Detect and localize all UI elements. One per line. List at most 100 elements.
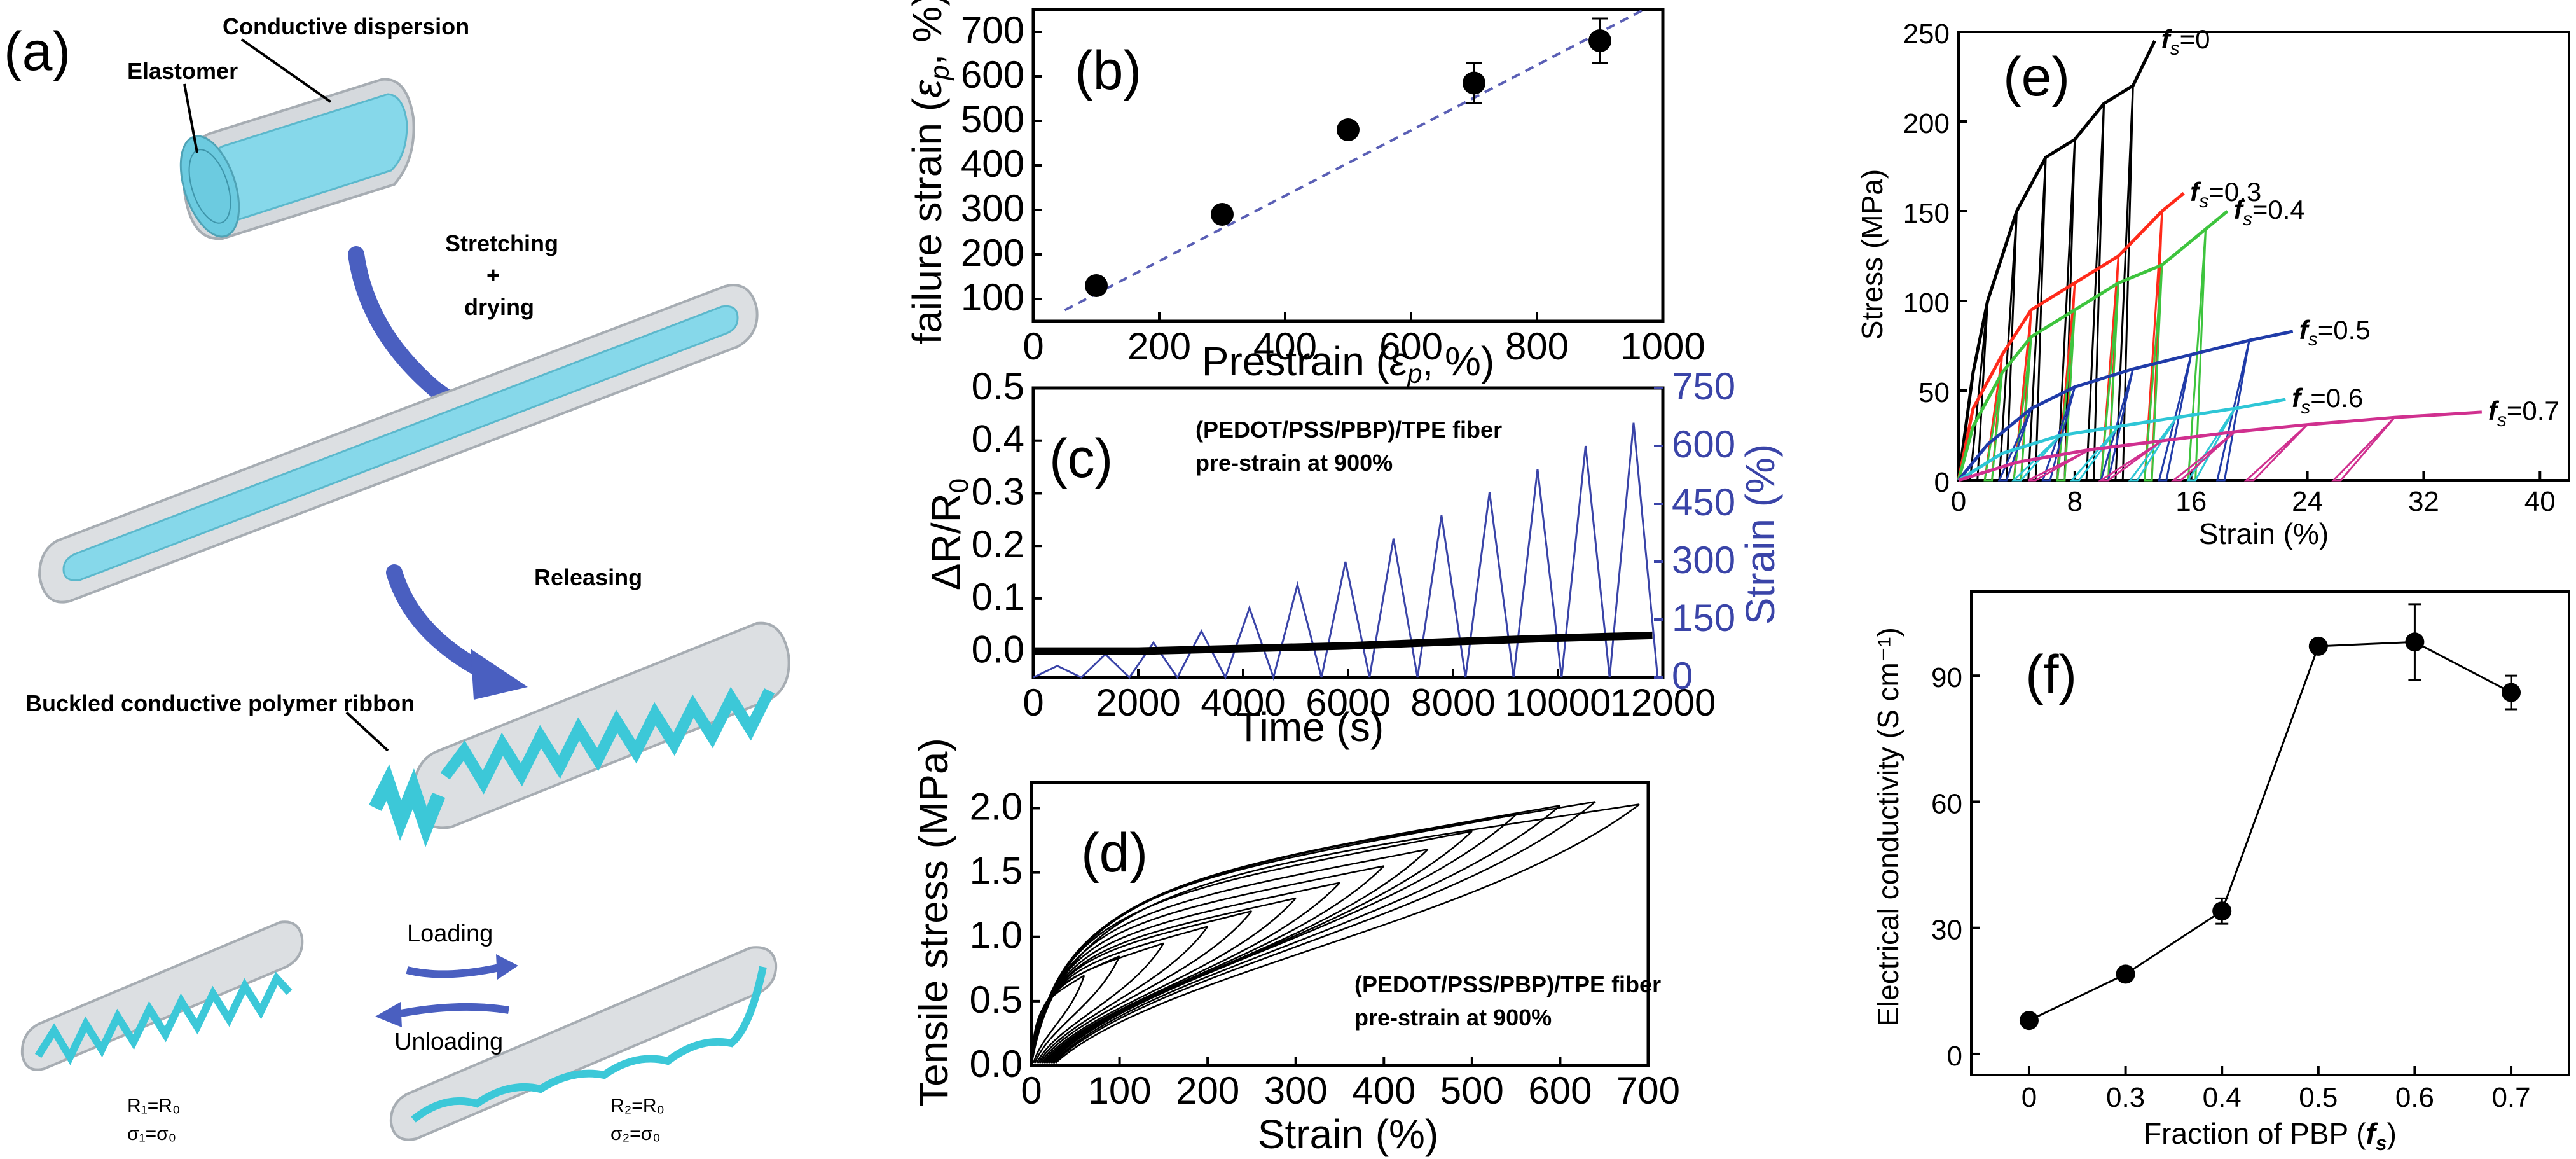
y-tick-label: 450 (1672, 481, 1735, 524)
data-point (1588, 29, 1611, 52)
data-point (1463, 71, 1485, 95)
hysteresis-loop (2028, 448, 2090, 482)
unloading-cycle-curve (1039, 910, 1253, 1064)
y-tick-label: 0.1 (972, 576, 1024, 618)
panel-f-marks (2019, 603, 2521, 1031)
label-sigma1: σ₁=σ₀ (127, 1123, 176, 1144)
label-buckled-ribbon: Buckled conductive polymer ribbon (25, 690, 415, 716)
x-tick-label: 0.5 (2299, 1082, 2338, 1113)
strain-series-line (1033, 422, 1659, 681)
buckled-tube-illustration (369, 621, 790, 847)
x-tick-label: 800 (1505, 325, 1569, 368)
data-point (1085, 274, 1108, 297)
y-tick-label: 1.0 (970, 914, 1023, 957)
hysteresis-loop (2243, 424, 2308, 482)
x-tick-label: 600 (1528, 1069, 1592, 1112)
y-tick-label: 150 (1903, 198, 1950, 229)
y-tick-label: 50 (1918, 377, 1950, 408)
label-releasing: Releasing (534, 564, 642, 590)
loading-cycle-curve (1030, 803, 1640, 1066)
unloading-cycle-curve (1034, 955, 1120, 1064)
panel-c-chart: (c) (PEDOT/PSS/PBP)/TPE fiber pre-strain… (923, 365, 1783, 750)
curve-label: fs=0.5 (2299, 315, 2371, 350)
hysteresis-loop (2070, 426, 2119, 482)
stretched-tube-illustration (38, 284, 759, 604)
hysteresis-loop (1997, 408, 2032, 482)
x-tick-label: 600 (1379, 325, 1443, 368)
x-tick-label: 300 (1264, 1069, 1328, 1112)
panel-b-marks (1064, 8, 1645, 312)
label-r1: R₁=R₀ (127, 1095, 180, 1116)
curve-label: fs=0.6 (2292, 383, 2363, 418)
hysteresis-loop (2097, 440, 2163, 482)
y-tick-label: 100 (1903, 288, 1950, 319)
panel-c-left-y-ticks: 0.0 0.1 0.2 0.3 0.4 0.5 (972, 365, 1042, 671)
panel-e-chart: (e) 0 8 16 24 32 40 0 50 100 150 200 250 Strain (%… (1856, 18, 2570, 550)
loaded-fiber-illustration (389, 946, 778, 1141)
releasing-arrow-icon (386, 564, 498, 683)
fit-line (1064, 8, 1645, 312)
panel-b-chart: (b) 0 200 400 600 800 1000 100200300400500600… (904, 0, 1705, 389)
panel-d-x-ticks: 0 100 200 300 400 500 600 700 (1021, 1057, 1680, 1112)
y-tick-label: 0.3 (972, 470, 1024, 513)
x-tick-label: 40 (2524, 486, 2556, 517)
label-stretching: Stretching (445, 230, 558, 256)
panel-e-y-ticks: 0 50 100 150 200 250 (1903, 18, 1967, 498)
y-tick-label: 300 (1672, 539, 1735, 581)
unloading-cycle-curve (1045, 865, 1385, 1064)
stretching-arrow-icon (348, 246, 466, 415)
y-tick-label: 300 (961, 187, 1024, 230)
panel-e-marks: fs=0 fs=0.3fs=0.4 fs=0.5 fs=0.6 fs=0.7 (1957, 24, 2559, 482)
x-tick-label: 2000 (1096, 681, 1180, 724)
y-tick-label: 750 (1672, 365, 1735, 408)
data-point (2502, 683, 2521, 702)
hysteresis-loop (2114, 85, 2134, 482)
data-point (1337, 118, 1360, 141)
x-tick-label: 0.6 (2395, 1082, 2434, 1113)
y-tick-label: 0.0 (972, 628, 1024, 671)
panel-c-annotation-line1: (PEDOT/PSS/PBP)/TPE fiber (1195, 417, 1502, 443)
panel-a-schematic: (a) Conductive dispersion Elastomer Stre… (4, 13, 790, 1144)
label-conductive-dispersion: Conductive dispersion (223, 13, 469, 39)
panel-f-x-ticks: 0 0.3 0.4 0.5 0.6 0.7 (2022, 1066, 2531, 1113)
panel-d-x-axis-label: Strain (%) (1258, 1111, 1439, 1157)
y-tick-label: 200 (961, 232, 1024, 274)
y-tick-label: 60 (1931, 788, 1962, 819)
curve-label: fs=0.4 (2234, 195, 2305, 230)
x-tick-label: 8 (2067, 486, 2083, 517)
x-tick-label: 1000 (1620, 325, 1705, 368)
x-tick-label: 10000 (1505, 681, 1611, 724)
data-point (2116, 964, 2135, 984)
panel-b-letter: (b) (1075, 40, 1141, 101)
label-elastomer: Elastomer (127, 58, 238, 84)
data-point (1211, 203, 1234, 226)
unloading-cycle-curve (1052, 805, 1561, 1064)
y-tick-label: 500 (961, 98, 1024, 141)
loading-cycle-curve (1030, 801, 1596, 1066)
stress-strain-line (1957, 330, 2294, 482)
panel-f-x-axis-label: Fraction of PBP (fs) (2144, 1117, 2397, 1155)
hysteresis-loop (2085, 103, 2105, 482)
y-tick-label: 0 (1934, 467, 1950, 498)
unloading-cycle-curve (1038, 926, 1209, 1064)
panel-d-letter: (d) (1081, 822, 1148, 884)
x-tick-label: 12000 (1610, 681, 1716, 724)
panel-e-letter: (e) (2003, 46, 2070, 108)
stress-strain-line (1957, 191, 2185, 481)
x-tick-label: 0.4 (2203, 1082, 2242, 1113)
curve-label: fs=0.7 (2488, 396, 2559, 431)
unloading-cycle-curve (1043, 882, 1340, 1064)
data-point (2405, 632, 2425, 652)
unloading-cycle-curve (1041, 898, 1297, 1064)
x-tick-label: 200 (1176, 1069, 1239, 1112)
panel-d-annotation-line1: (PEDOT/PSS/PBP)/TPE fiber (1354, 971, 1661, 997)
unloading-cycle-curve (1055, 803, 1640, 1064)
label-sigma2: σ₂=σ₀ (610, 1123, 661, 1144)
panel-b-x-ticks: 0 200 400 600 800 1000 (1023, 312, 1705, 368)
panel-f-y-axis-label: Electrical conductivity (S cm⁻¹) (1871, 627, 1904, 1027)
x-tick-label: 500 (1440, 1069, 1504, 1112)
panel-f-letter: (f) (2025, 644, 2077, 705)
panel-d-plot-frame (1030, 781, 1650, 1067)
unloading-cycle-curve (1036, 943, 1164, 1064)
